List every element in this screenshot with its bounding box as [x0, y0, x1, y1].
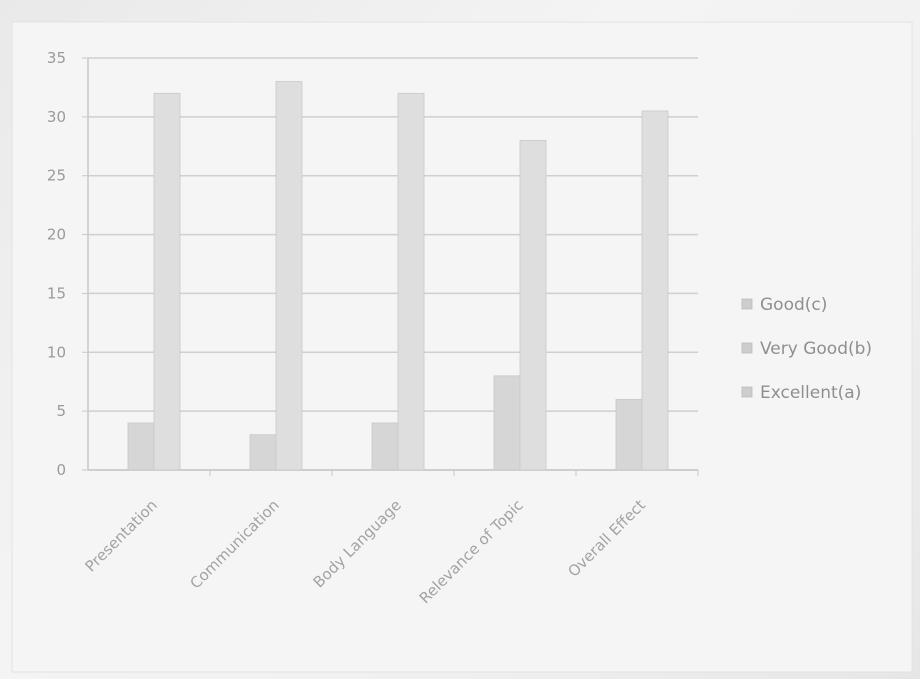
bar-excellent-a	[519, 139, 547, 471]
y-tick-label: 25	[47, 167, 66, 185]
bars	[127, 81, 669, 471]
bar-excellent-a	[641, 110, 669, 471]
bar-very-good-b	[371, 422, 399, 471]
legend-swatch	[741, 386, 753, 398]
bar-excellent-a	[153, 92, 181, 471]
bar-very-good-b	[249, 434, 277, 471]
bar-excellent-a	[275, 81, 303, 471]
y-tick-label: 35	[47, 49, 66, 67]
legend-swatch	[741, 342, 753, 354]
legend-label: Excellent(a)	[760, 383, 861, 403]
y-tick-label: 0	[56, 461, 66, 479]
bar-very-good-b	[127, 422, 155, 471]
y-tick-label: 5	[56, 402, 66, 420]
bar-excellent-a	[397, 92, 425, 471]
bar-very-good-b	[493, 375, 521, 471]
y-tick-label: 15	[47, 284, 66, 302]
y-tick-label: 30	[47, 108, 66, 126]
legend-label: Good(c)	[760, 295, 827, 315]
legend-label: Very Good(b)	[760, 339, 872, 359]
bar-very-good-b	[615, 398, 643, 471]
y-tick-label: 20	[47, 226, 66, 244]
legend: Good(c) Very Good(b) Excellent(a)	[741, 295, 872, 403]
legend-swatch	[741, 298, 753, 310]
y-tick-label: 10	[47, 343, 66, 361]
